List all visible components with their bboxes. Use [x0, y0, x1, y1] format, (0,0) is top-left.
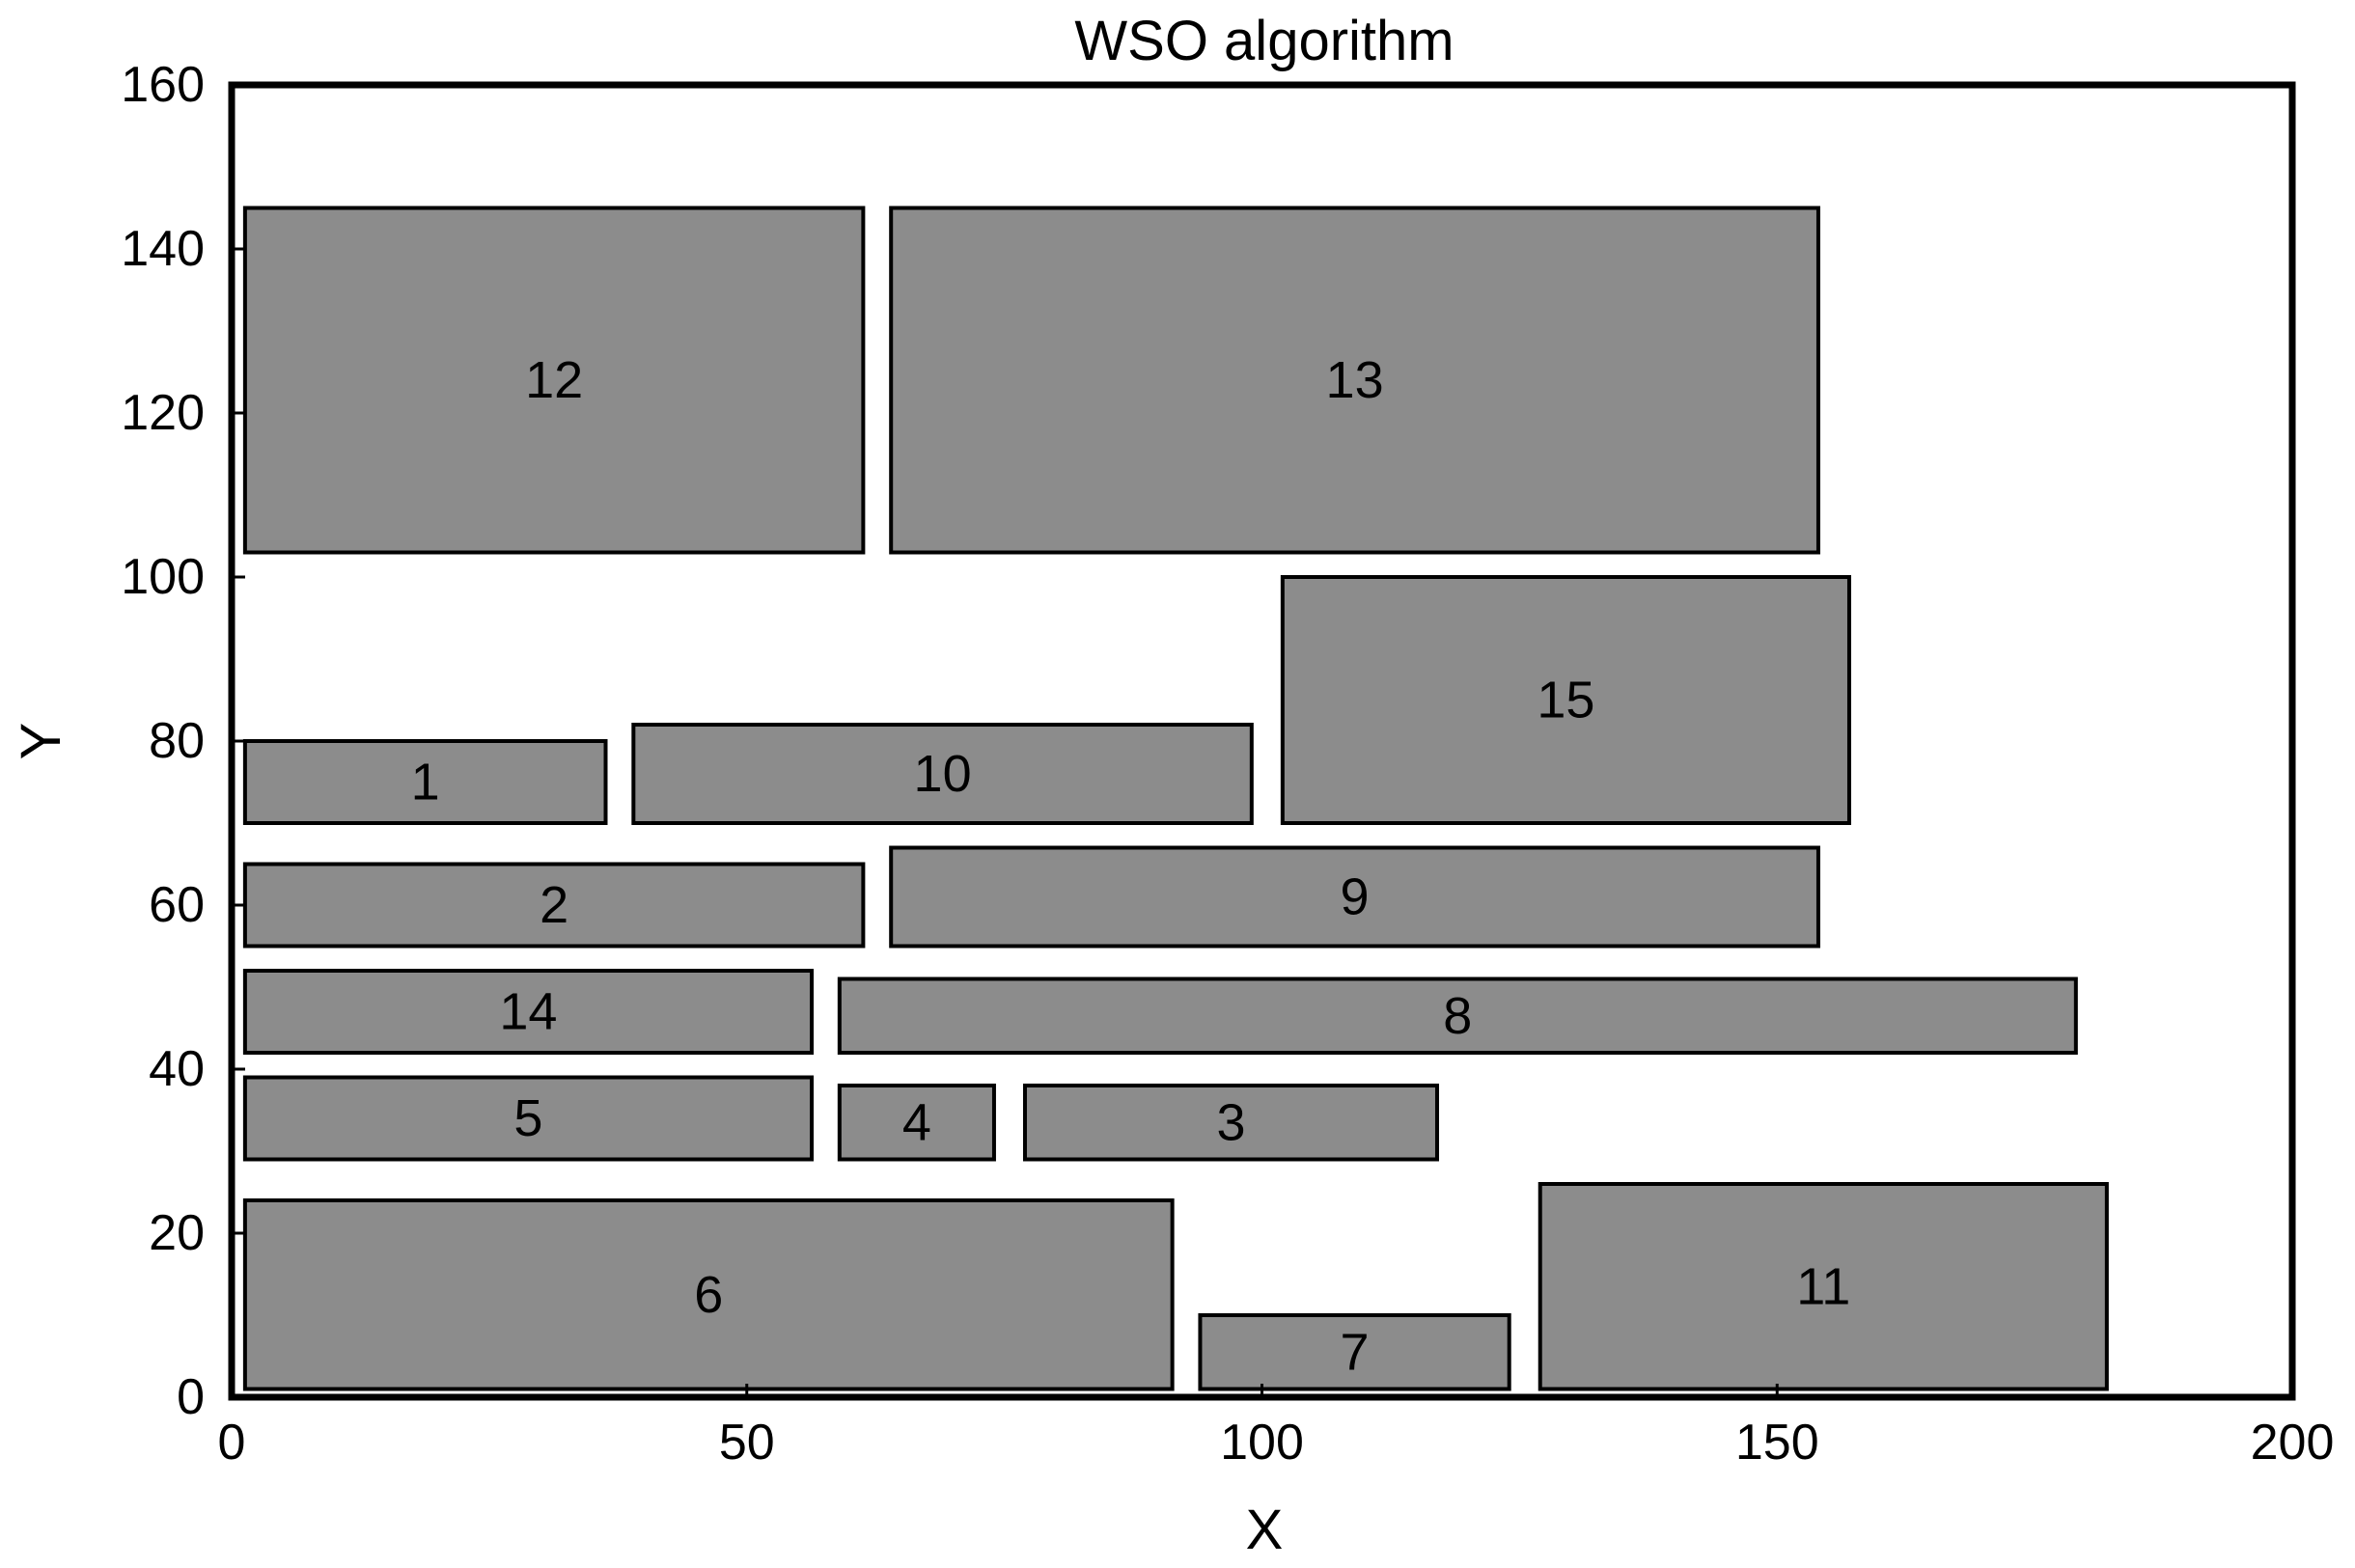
rect-12: [242, 206, 866, 555]
rect-label-4: 4: [902, 1093, 931, 1151]
rect-label-9: 9: [1341, 868, 1370, 926]
y-ticks-layer: 0 20 40 60 80 100 120 140 160: [121, 57, 245, 1425]
x-tick-label: 50: [719, 1415, 775, 1471]
x-tick-label: 0: [218, 1415, 246, 1471]
y-tick-label: 40: [149, 1041, 205, 1097]
y-tick-label: 60: [149, 877, 205, 933]
y-tick-label: 120: [121, 385, 205, 441]
x-ticks-layer: 0 50 100 150 200: [218, 1384, 2335, 1471]
rect-13: [889, 206, 1820, 555]
rect-5: [242, 1075, 815, 1162]
x-tick-label: 150: [1735, 1415, 1819, 1471]
y-tick-label: 160: [121, 57, 205, 113]
y-tick-label: 100: [121, 549, 205, 605]
y-tick-label: 0: [177, 1369, 205, 1425]
chart-title: WSO algorithm: [1074, 10, 1454, 72]
rect-label-5: 5: [513, 1089, 542, 1147]
rect-1: [242, 739, 608, 825]
y-tick-label: 20: [149, 1205, 205, 1261]
rect-label-14: 14: [499, 983, 557, 1041]
rect-label-1: 1: [411, 754, 440, 812]
rect-15: [1280, 575, 1851, 825]
rect-label-8: 8: [1443, 987, 1472, 1045]
rect-label-3: 3: [1216, 1093, 1245, 1151]
x-tick-label: 100: [1220, 1415, 1304, 1471]
rect-14: [242, 969, 815, 1055]
rect-label-7: 7: [1341, 1323, 1370, 1381]
rect-6: [242, 1198, 1175, 1391]
rect-4: [837, 1084, 996, 1162]
rect-7: [1198, 1313, 1511, 1391]
rect-label-15: 15: [1537, 672, 1594, 729]
y-tick-label: 80: [149, 713, 205, 769]
y-axis-label: Y: [10, 723, 72, 760]
rect-2: [242, 862, 866, 949]
rect-label-11: 11: [1796, 1257, 1850, 1315]
rect-label-2: 2: [540, 876, 568, 934]
rect-label-6: 6: [694, 1266, 723, 1324]
x-tick-label: 200: [2251, 1415, 2335, 1471]
y-tick-label: 140: [121, 221, 205, 277]
x-axis-label: X: [1246, 1499, 1284, 1561]
rect-9: [889, 845, 1820, 949]
rect-label-13: 13: [1326, 351, 1384, 409]
rect-10: [631, 723, 1254, 825]
rect-8: [837, 977, 2078, 1055]
rect-label-12: 12: [525, 351, 583, 409]
rect-11: [1538, 1182, 2109, 1391]
rect-label-10: 10: [914, 745, 972, 803]
rect-3: [1022, 1084, 1439, 1162]
